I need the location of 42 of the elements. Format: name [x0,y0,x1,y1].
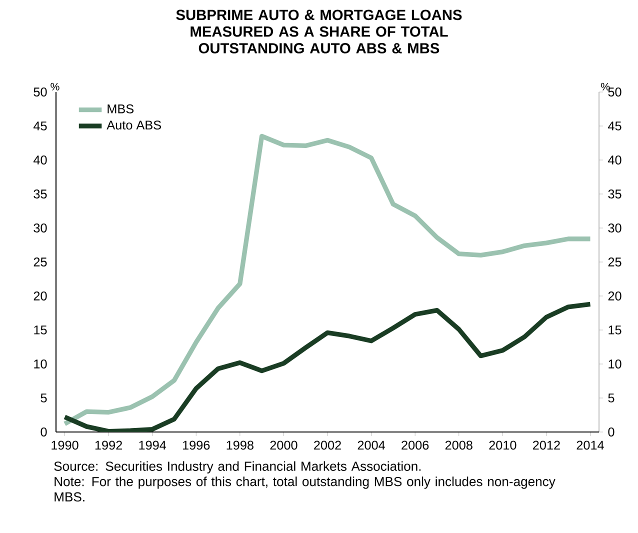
y2-tick-label: 0 [608,428,614,436]
y-tick-label: 5 [40,394,47,402]
y-tick-label: 30 [34,224,47,232]
y2-tick-label: 5 [608,394,614,402]
x-tick-label: 2008 [445,440,472,450]
x-tick-label: 1998 [226,440,254,450]
x-tick-label: 2004 [358,440,386,450]
x-tick-label: 1990 [52,440,78,450]
x-tick-label: 2014 [576,440,604,450]
y-tick-label: 20 [34,292,47,300]
x-tick-label: 2010 [489,440,516,450]
legend-label: MBS [108,104,134,114]
y-tick-label: 25 [34,258,47,266]
text: Note: For the purposes of this chart, total outstanding MBS only includes non-agency MBS. [54,476,556,502]
y2-tick-label: 45 [608,122,622,130]
chart-title: SUBPRIME AUTO & MORTGAGE LOANS MEASURED AS A SHARE OF TOTAL OUTSTANDING AUTO ABS & MBS [176,10,462,54]
source-note: Source: Securities Industry and Financial Markets Association. [54,461,421,474]
y2-tick-label: 50 [608,88,622,96]
y2-tick-label: 15 [608,326,622,334]
x-tick-label: 2000 [270,440,298,450]
line-series [62,302,593,432]
y2-tick-label: 10 [608,360,622,368]
y-tick-label: 35 [34,190,47,198]
y2-tick-label: 35 [608,190,622,198]
x-tick-label: 2012 [532,440,560,450]
y2-tick-label: 20 [608,292,622,300]
x-tick-label: 2002 [314,440,341,450]
y2-tick-label: 25 [608,258,622,266]
y-tick-label: 45 [34,122,47,130]
x-tick-label: 1992 [95,440,122,450]
y-tick-label: 0 [40,428,47,436]
y-tick-label: 50 [34,88,47,96]
y-tick-label: 15 [34,326,47,334]
y-axis-title: % [50,82,60,90]
x-tick-label: 1994 [139,440,166,450]
y2-tick-label: 40 [608,156,622,164]
x-tick-label: 1996 [183,440,210,450]
legend-label: Auto ABS [106,120,161,130]
y-tick-label: 10 [34,360,47,368]
x-tick-label: 2006 [402,440,429,450]
y2-tick-label: 30 [608,224,622,232]
y-tick-label: 40 [34,156,47,164]
